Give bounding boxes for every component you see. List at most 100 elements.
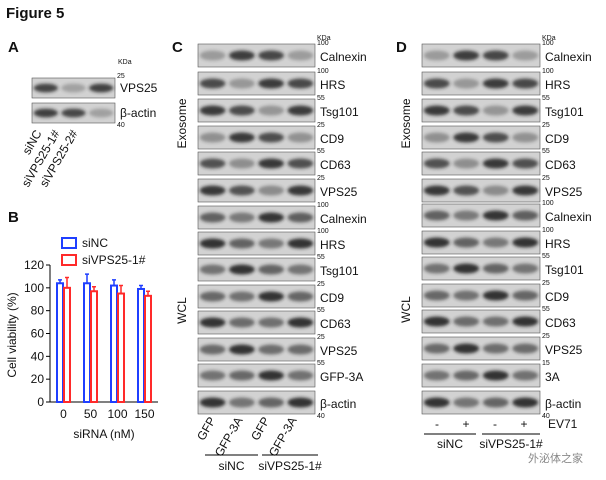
band [512, 397, 539, 408]
band [423, 237, 450, 248]
band [287, 50, 314, 61]
band [512, 78, 539, 89]
y-tick-label: 80 [31, 304, 45, 318]
band [512, 290, 539, 301]
blot [421, 203, 541, 228]
y-tick-label: 120 [24, 258, 44, 272]
marker-label: 25 [542, 333, 550, 340]
x-tick-label: 150 [134, 407, 154, 421]
lane-label: + [462, 417, 469, 431]
protein-label: CD63 [545, 158, 576, 172]
error-bar [58, 279, 62, 284]
blot [197, 43, 316, 68]
bar [117, 292, 125, 403]
band [258, 264, 284, 275]
protein-label: Tsg101 [320, 105, 359, 119]
band [423, 316, 450, 327]
protein-label: HRS [320, 238, 345, 252]
blot [197, 310, 316, 335]
bar [144, 294, 152, 404]
band [258, 238, 284, 249]
error-bar [139, 284, 143, 289]
protein-label: CD63 [320, 317, 351, 331]
protein-label: HRS [545, 237, 570, 251]
marker-label: 55 [317, 148, 325, 155]
blot [421, 363, 541, 388]
band [287, 105, 314, 116]
marker-label: 100 [317, 40, 329, 47]
band [61, 83, 86, 93]
band [229, 158, 255, 169]
y-tick-label: 100 [24, 281, 44, 295]
marker-label: 25 [542, 280, 550, 287]
band [258, 344, 284, 355]
band [482, 370, 509, 381]
protein-label: Calnexin [320, 50, 367, 64]
band [229, 238, 255, 249]
bar [90, 290, 98, 403]
marker-label: 40 [542, 413, 550, 420]
blot [197, 257, 316, 282]
protein-label: VPS25 [320, 344, 358, 358]
band [512, 185, 539, 196]
band [453, 185, 480, 196]
band [512, 316, 539, 327]
y-tick-label: 20 [31, 372, 45, 386]
band [423, 343, 450, 354]
band [453, 50, 480, 61]
blot [421, 71, 541, 96]
protein-label: β-actin [545, 397, 581, 411]
marker-label: 100 [542, 68, 554, 75]
band [199, 317, 226, 328]
band [453, 210, 480, 221]
band [258, 132, 284, 143]
blot [197, 178, 316, 203]
blot [421, 98, 541, 123]
blot [197, 231, 316, 256]
band [88, 83, 114, 93]
marker-label: 100 [542, 227, 554, 234]
y-tick-label: 60 [31, 327, 45, 341]
band [199, 344, 226, 355]
band [199, 370, 226, 381]
band [512, 105, 539, 116]
blot [421, 178, 541, 203]
blot [197, 71, 316, 96]
band [482, 78, 509, 89]
band [482, 105, 509, 116]
band [453, 343, 480, 354]
band [287, 291, 314, 302]
band [287, 158, 314, 169]
x-axis-label: siRNA (nM) [73, 427, 134, 441]
protein-label: HRS [545, 78, 570, 92]
condition-label: siNC [437, 437, 463, 451]
y-tick-label: 40 [31, 349, 45, 363]
band [482, 158, 509, 169]
marker-label: 25 [317, 122, 325, 129]
band [199, 212, 226, 223]
error-bar [85, 273, 89, 284]
band [229, 264, 255, 275]
protein-label: CD9 [320, 291, 344, 305]
protein-label: Calnexin [320, 212, 367, 226]
band [482, 316, 509, 327]
band [482, 263, 509, 274]
band [453, 370, 480, 381]
protein-label: CD9 [320, 132, 344, 146]
x-tick-label: 0 [60, 407, 67, 421]
band [512, 50, 539, 61]
condition-label: siVPS25-1# [258, 459, 322, 473]
blot [197, 151, 316, 176]
bar [63, 286, 71, 404]
band [199, 291, 226, 302]
band [229, 132, 255, 143]
blot [421, 283, 541, 308]
blot [197, 390, 316, 415]
band [258, 291, 284, 302]
marker-label: 55 [542, 148, 550, 155]
band [512, 343, 539, 354]
blot [197, 284, 316, 309]
blot [421, 390, 541, 415]
band [423, 263, 450, 274]
